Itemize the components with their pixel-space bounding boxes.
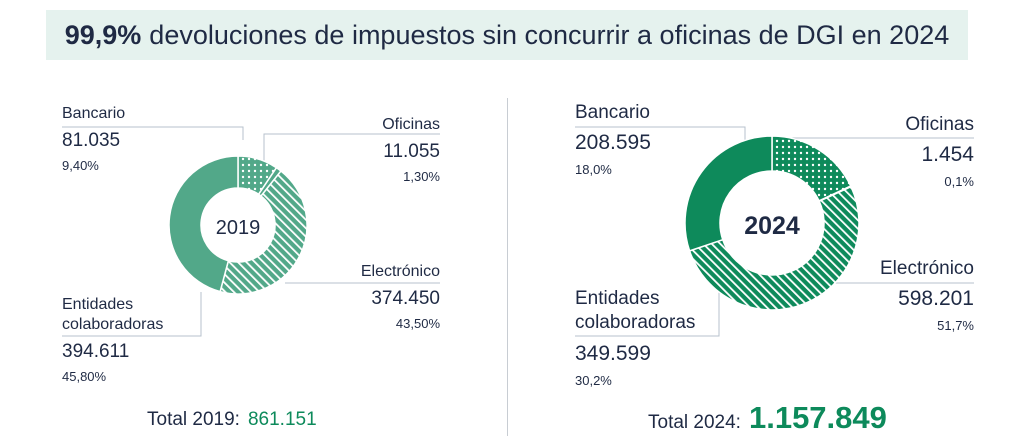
label-value: 598.201 xyxy=(898,287,974,310)
leader-lines-2019 xyxy=(62,126,440,337)
donut-2024 xyxy=(684,135,860,311)
label-percent: 30,2% xyxy=(575,373,612,388)
leader-bancario-2019 xyxy=(62,126,244,140)
label-percent: 1,30% xyxy=(403,169,440,184)
leader-bancario-2024 xyxy=(575,126,746,140)
label-oficinas-2019: Oficinas 11.055 1,30% xyxy=(300,115,440,185)
total-label: Total 2019: xyxy=(147,409,240,430)
label-entidades-2019: Entidades colaboradoras 394.611 45,80% xyxy=(62,295,163,385)
donut-center-label-2024: 2024 xyxy=(744,212,800,240)
total-label: Total 2024: xyxy=(648,412,741,433)
label-percent: 45,80% xyxy=(62,369,107,384)
headline-text: devoluciones de impuestos sin concurrir … xyxy=(149,19,950,50)
label-name-line2: colaboradoras xyxy=(62,316,164,333)
donut-center-label-2019: 2019 xyxy=(216,217,261,239)
label-name-line2: colaboradoras xyxy=(575,312,696,333)
leader-entidades-2024 xyxy=(575,282,720,337)
label-value: 374.450 xyxy=(371,288,440,309)
label-percent: 43,50% xyxy=(395,316,440,331)
total-2024: Total 2024: 1.157.849 xyxy=(648,400,887,436)
slice-electronico-2019 xyxy=(219,169,308,295)
slice-entidades-colaboradoras-2019 xyxy=(168,155,239,293)
label-name: Electrónico xyxy=(880,258,974,279)
headline-percent: 99,9% xyxy=(64,19,142,50)
label-value: 394.611 xyxy=(62,341,130,362)
label-entidades-2024: Entidades colaboradoras 349.599 30,2% xyxy=(575,287,695,389)
label-bancario-2019: Bancario 81.035 9,40% xyxy=(62,104,125,174)
leader-oficinas-2019 xyxy=(263,133,440,168)
label-electronico-2019: Electrónico 374.450 43,50% xyxy=(300,262,440,332)
label-percent: 0,1% xyxy=(944,174,974,189)
label-electronico-2024: Electrónico 598.201 51,7% xyxy=(824,257,974,334)
label-oficinas-2024: Oficinas 1.454 0,1% xyxy=(824,113,974,190)
leader-entidades-2019 xyxy=(62,292,202,337)
total-value: 861.151 xyxy=(247,409,317,430)
label-value: 349.599 xyxy=(575,342,651,365)
panel-divider xyxy=(507,98,508,436)
label-name-line1: Entidades xyxy=(62,296,134,313)
label-bancario-2024: Bancario 208.595 18,0% xyxy=(575,101,651,178)
label-percent: 9,40% xyxy=(62,158,99,173)
label-name: Oficinas xyxy=(905,114,974,135)
label-value: 1.454 xyxy=(921,143,974,166)
label-name: Bancario xyxy=(62,105,126,122)
label-name: Electrónico xyxy=(360,263,440,280)
slice-entidades-colaboradoras-2024 xyxy=(684,135,773,252)
label-name: Oficinas xyxy=(382,116,440,133)
headline-banner: 99,9% devoluciones de impuestos sin conc… xyxy=(46,10,968,60)
label-value: 81.035 xyxy=(62,130,121,151)
label-value: 208.595 xyxy=(575,131,651,154)
label-percent: 51,7% xyxy=(937,318,974,333)
total-2019: Total 2019: 861.151 xyxy=(147,409,317,431)
label-name-line1: Entidades xyxy=(575,288,660,309)
total-value: 1.157.849 xyxy=(748,400,887,435)
label-name: Bancario xyxy=(575,102,650,123)
donut-2019 xyxy=(168,155,308,295)
slice-electronico-2024 xyxy=(688,185,860,311)
label-value: 11.055 xyxy=(383,141,440,162)
label-percent: 18,0% xyxy=(575,162,612,177)
